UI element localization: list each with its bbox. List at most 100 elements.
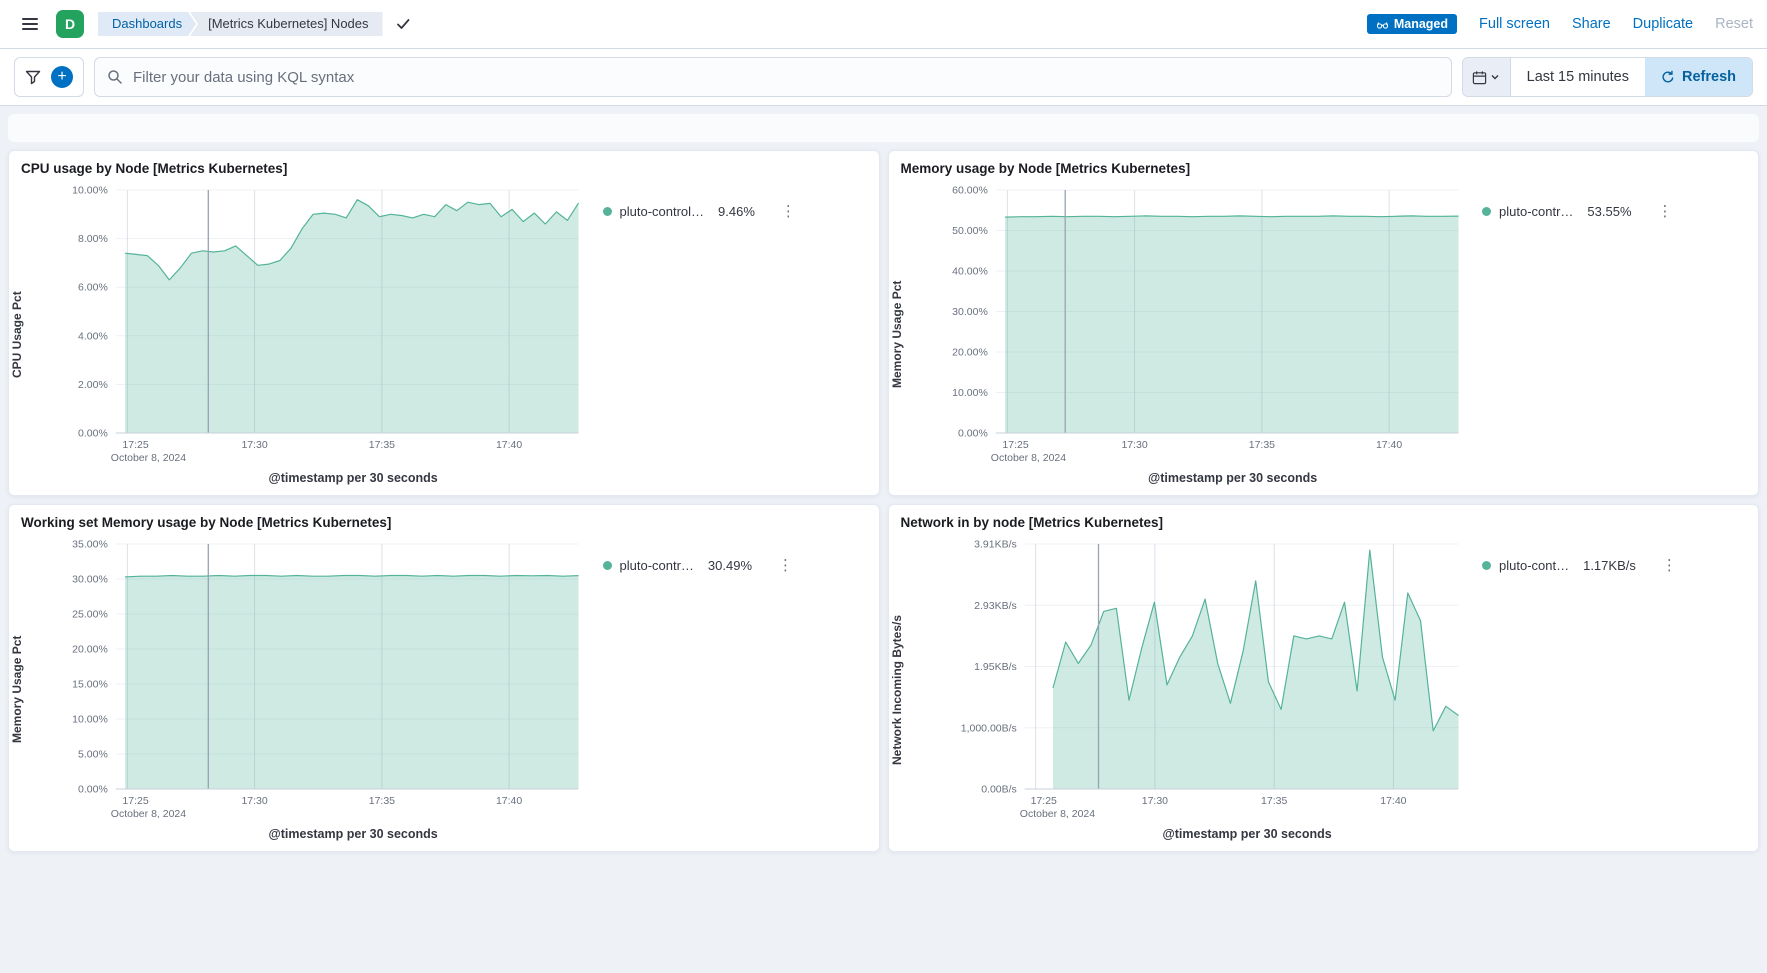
svg-text:17:35: 17:35 (369, 439, 395, 451)
svg-text:17:40: 17:40 (1375, 439, 1401, 451)
panel-title: Working set Memory usage by Node [Metric… (21, 515, 392, 530)
dashboard-panel: Working set Memory usage by Node [Metric… (8, 504, 880, 852)
panel-body: CPU Usage Pct 0.00% 2.00% 4.00% 6.00% 8.00% 1… (10, 182, 871, 487)
svg-text:October 8, 2024: October 8, 2024 (111, 808, 186, 820)
plot-area: 0.00% 2.00% 4.00% 6.00% 8.00% 10.00% 17:25 17:3… (69, 182, 591, 467)
breadcrumb-dashboards[interactable]: Dashboards (98, 12, 196, 36)
series-color-dot (1482, 561, 1491, 570)
panel-title: Network in by node [Metrics Kubernetes] (900, 515, 1164, 530)
share-button[interactable]: Share (1571, 16, 1611, 32)
legend-options-icon[interactable]: ⋮ (1657, 203, 1673, 220)
y-axis-title: Memory Usage Pct (889, 280, 904, 389)
legend-series-value: 9.46% (718, 204, 755, 219)
area-chart[interactable]: 0.00B/s 1,000.00B/s 1.95KB/s 2.93KB/s 3.91KB… (949, 536, 1471, 823)
plot-area: 0.00B/s 1,000.00B/s 1.95KB/s 2.93KB/s 3.91KB… (949, 536, 1471, 823)
refresh-button-label: Refresh (1682, 69, 1736, 85)
svg-text:40.00%: 40.00% (952, 266, 988, 278)
filter-funnel-icon[interactable] (25, 69, 41, 85)
search-icon (107, 69, 123, 85)
legend-options-icon[interactable]: ⋮ (778, 557, 794, 574)
legend-item[interactable]: pluto-contr… 30.49% ⋮ (602, 556, 798, 575)
y-axis-title: CPU Usage Pct (10, 291, 24, 378)
legend: pluto-cont… 1.17KB/s ⋮ (1470, 536, 1750, 843)
legend-item[interactable]: pluto-control… 9.46% ⋮ (602, 202, 800, 221)
svg-text:10.00%: 10.00% (72, 185, 108, 197)
area-chart[interactable]: 0.00% 10.00% 20.00% 30.00% 40.00% 50.00% 60.00… (949, 182, 1471, 467)
space-avatar[interactable]: D (56, 10, 84, 38)
svg-text:20.00%: 20.00% (952, 347, 988, 359)
legend-series-value: 30.49% (707, 558, 753, 573)
legend-series-name: pluto-cont… (1499, 558, 1570, 573)
svg-text:17:25: 17:25 (122, 795, 148, 807)
x-axis-title: @timestamp per 30 seconds (268, 827, 438, 841)
legend-options-icon[interactable]: ⋮ (780, 203, 796, 220)
filter-controls: + (14, 57, 84, 97)
svg-text:17:35: 17:35 (1248, 439, 1274, 451)
reset-button[interactable]: Reset (1715, 16, 1753, 32)
legend-item[interactable]: pluto-cont… 1.17KB/s ⋮ (1482, 556, 1681, 575)
series-color-dot (1482, 207, 1491, 216)
svg-text:1.95KB/s: 1.95KB/s (974, 661, 1017, 673)
svg-text:17:25: 17:25 (1002, 439, 1028, 451)
panel-body: Network Incoming Bytes/s 0.00B/s 1,000.00… (889, 536, 1751, 843)
svg-text:October 8, 2024: October 8, 2024 (1019, 808, 1094, 820)
legend: pluto-contr… 30.49% ⋮ (591, 536, 871, 843)
full-screen-button[interactable]: Full screen (1479, 16, 1550, 32)
add-filter-icon[interactable]: + (51, 66, 73, 88)
svg-text:20.00%: 20.00% (72, 644, 108, 656)
y-axis-title: Network Incoming Bytes/s (889, 614, 904, 765)
breadcrumb-current-page[interactable]: [Metrics Kubernetes] Nodes (190, 12, 383, 36)
panel-body: Memory Usage Pct 0.00% 10.00% 20.00% 30.00%… (889, 182, 1751, 487)
panels-grid: CPU usage by Node [Metrics Kubernetes] C… (8, 150, 1759, 852)
svg-text:17:35: 17:35 (369, 795, 395, 807)
series-color-dot (602, 561, 612, 570)
plot-area: 0.00% 5.00% 10.00% 15.00% 20.00% 25.00% 30.00%… (69, 536, 591, 823)
dashboard-panel: CPU usage by Node [Metrics Kubernetes] C… (8, 150, 880, 496)
series-color-dot (602, 207, 612, 216)
time-range-display[interactable]: Last 15 minutes (1526, 69, 1629, 85)
plot-column: 0.00% 5.00% 10.00% 15.00% 20.00% 25.00% 30.00%… (69, 536, 591, 843)
plot-column: 0.00B/s 1,000.00B/s 1.95KB/s 2.93KB/s 3.91KB… (949, 536, 1471, 843)
svg-text:17:30: 17:30 (241, 439, 267, 451)
refresh-button[interactable]: Refresh (1645, 58, 1752, 96)
svg-text:3.91KB/s: 3.91KB/s (974, 539, 1017, 551)
dashboard-canvas: CPU usage by Node [Metrics Kubernetes] C… (0, 106, 1767, 973)
svg-text:17:25: 17:25 (122, 439, 148, 451)
legend-item[interactable]: pluto-contr… 53.55% ⋮ (1482, 202, 1677, 221)
svg-text:10.00%: 10.00% (72, 714, 108, 726)
svg-text:25.00%: 25.00% (72, 609, 108, 621)
svg-text:35.00%: 35.00% (72, 539, 108, 551)
svg-text:0.00B/s: 0.00B/s (981, 784, 1017, 796)
svg-text:50.00%: 50.00% (952, 225, 988, 237)
kql-search-input[interactable] (131, 67, 1439, 87)
svg-text:17:40: 17:40 (496, 439, 522, 451)
svg-text:17:30: 17:30 (241, 795, 267, 807)
area-chart[interactable]: 0.00% 2.00% 4.00% 6.00% 8.00% 10.00% 17:25 17:3… (69, 182, 591, 467)
managed-badge-label: Managed (1393, 17, 1449, 31)
calendar-icon (1472, 70, 1487, 85)
legend-options-icon[interactable]: ⋮ (1661, 557, 1677, 574)
managed-badge[interactable]: Managed (1366, 14, 1458, 34)
date-picker: Last 15 minutes Refresh (1461, 57, 1753, 97)
area-chart[interactable]: 0.00% 5.00% 10.00% 15.00% 20.00% 25.00% 30.00%… (69, 536, 591, 823)
menu-icon[interactable] (14, 8, 46, 40)
x-axis-title: @timestamp per 30 seconds (268, 471, 438, 485)
svg-text:0.00%: 0.00% (958, 428, 988, 440)
x-axis-title: @timestamp per 30 seconds (1162, 827, 1332, 841)
empty-panel-strip (8, 114, 1759, 142)
legend-series-name: pluto-control… (619, 204, 705, 219)
legend-series-name: pluto-contr… (619, 558, 694, 573)
svg-text:10.00%: 10.00% (952, 387, 988, 399)
y-axis-title: Memory Usage Pct (10, 635, 24, 744)
calendar-button[interactable] (1462, 58, 1511, 96)
svg-text:17:25: 17:25 (1030, 795, 1056, 807)
svg-text:17:30: 17:30 (1141, 795, 1167, 807)
chevron-down-icon (1490, 72, 1500, 82)
svg-text:5.00%: 5.00% (78, 749, 108, 761)
top-header: D Dashboards [Metrics Kubernetes] Nodes … (0, 0, 1767, 49)
plot-area: 0.00% 10.00% 20.00% 30.00% 40.00% 50.00% 60.00… (949, 182, 1471, 467)
legend: pluto-contr… 53.55% ⋮ (1470, 182, 1750, 487)
svg-text:0.00%: 0.00% (78, 428, 108, 440)
svg-text:October 8, 2024: October 8, 2024 (111, 452, 186, 464)
duplicate-button[interactable]: Duplicate (1632, 16, 1694, 32)
